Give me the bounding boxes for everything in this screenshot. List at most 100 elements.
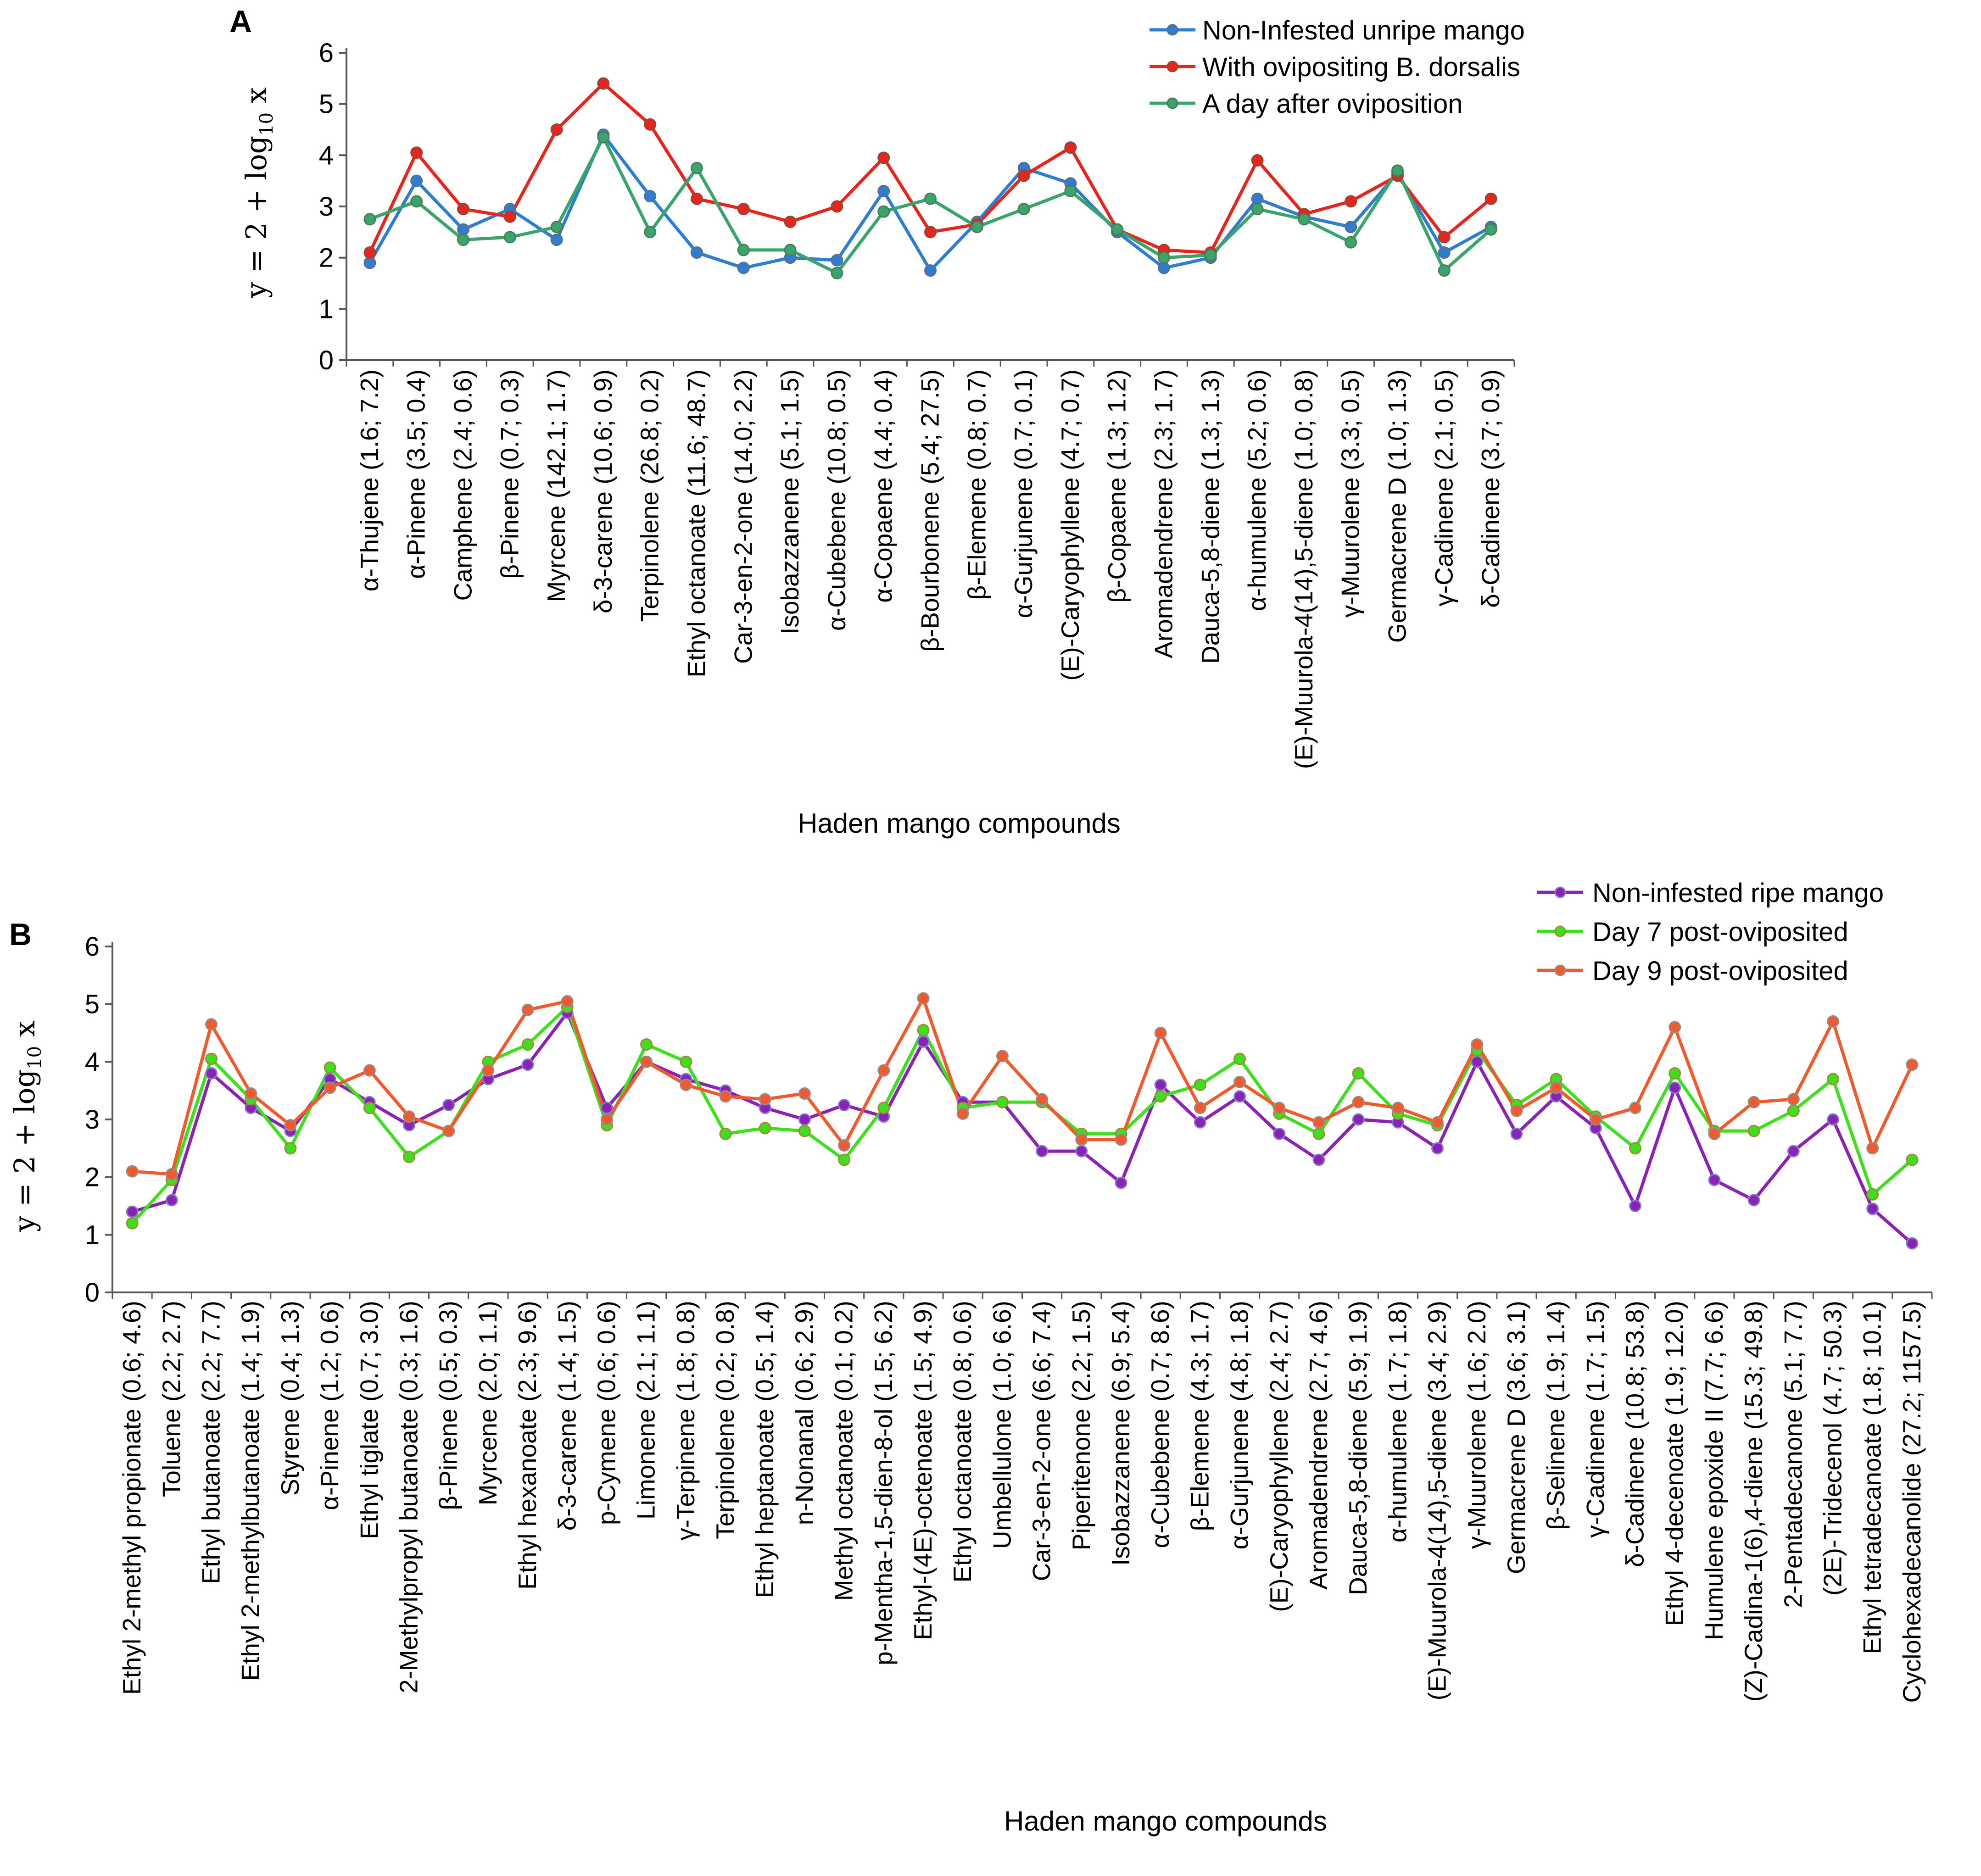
panel-b-x-tick-label: δ-Cadinene (10.8; 53.8) — [1621, 1301, 1649, 1567]
panel-a-x-tick-label: α-Thujene (1.6; 7.2) — [355, 369, 384, 591]
panel-a-x-tick-label: γ-Cadinene (2.1; 0.5) — [1429, 369, 1458, 607]
panel-b-x-tick-label: p-Mentha-1,5-dien-8-ol (1.5; 6.2) — [869, 1301, 898, 1665]
panel-b-series-0-point — [1708, 1174, 1721, 1186]
panel-a-series — [363, 77, 1497, 279]
panel-b-x-tick-label: (Z)-Cadina-1(6),4-diene (15.3; 49.8) — [1739, 1301, 1768, 1702]
panel-b-y-tick-label: 1 — [85, 1220, 100, 1250]
panel-a-series-2-point — [1064, 185, 1077, 197]
panel-b-series-2-point — [680, 1079, 692, 1091]
panel-a-series-1-point — [1438, 231, 1451, 244]
panel-a-x-tick-label: α-humulene (5.2; 0.6) — [1243, 369, 1271, 611]
panel-a-y-axis-label-prefix: y = 2 + log — [240, 136, 273, 299]
panel-b-series-0-point — [1431, 1142, 1444, 1155]
legend-marker-day-after — [1166, 97, 1178, 109]
panel-a-series-2-point — [1251, 203, 1264, 216]
panel-a-series-2-point — [1298, 213, 1311, 226]
panel-a-series-2-point — [1158, 251, 1170, 264]
panel-b-series-1-point — [1787, 1104, 1800, 1117]
panel-b-y-axis-label: y = 2 + log10 x — [8, 1021, 45, 1232]
legend-marker-non-infested-unripe — [1166, 24, 1178, 36]
panel-b-series-0-point — [1273, 1127, 1286, 1140]
panel-a-series-2-point — [1204, 249, 1217, 262]
panel-b-series-0-point — [205, 1067, 218, 1080]
panel-b-series-2-point — [640, 1055, 653, 1068]
panel-b-y-tick-label: 4 — [85, 1047, 100, 1077]
panel-b-series-2-line — [132, 996, 1914, 1176]
panel-a-x-tick-label: α-Copaene (4.4; 0.4) — [869, 369, 898, 603]
panel-a-series-0-point — [877, 185, 890, 197]
panel-a-y-tick-label: 6 — [319, 38, 334, 68]
panel-a-y-tick-label: 1 — [319, 294, 334, 324]
panel-a-x-tick-label: Dauca-5,8-diene (1.3; 1.3) — [1196, 369, 1224, 664]
panel-b-series-2-point — [1550, 1081, 1562, 1094]
panel-b-x-tick-label: Isobazzanene (6.9; 5.4) — [1106, 1301, 1135, 1566]
panel-a-series-0-point — [1158, 262, 1170, 274]
panel-b-series-1-point — [1154, 1090, 1167, 1103]
panel-a: A y = 2 + log10 x Haden mango compounds … — [229, 4, 1525, 839]
panel-b-axes: 0 1 2 3 4 5 6 Ethyl 2-methyl propionate (0.6; 4… — [85, 932, 1933, 1703]
panel-b-x-tick-label: p-Cymene (0.6; 0.6) — [592, 1301, 620, 1525]
panel-b-series-0-point — [917, 1035, 930, 1048]
legend-item-day-7: Day 7 post-oviposited — [1537, 917, 1848, 947]
panel-a-series-1-point — [737, 203, 750, 216]
panel-a-series-2-point — [597, 131, 610, 144]
panel-b-series-0-point — [1154, 1079, 1167, 1091]
panel-a-x-tick-label: α-Cubebene (10.8; 0.5) — [822, 369, 851, 631]
panel-a-x-tick-label: Camphene (2.4; 0.6) — [449, 369, 477, 601]
panel-a-series-0-point — [1251, 192, 1264, 205]
panel-b-series-0-point — [798, 1113, 811, 1126]
panel-a-x-tick-label: β-Bourbonene (5.4; 27.5) — [916, 369, 944, 652]
panel-b-y-axis-label-suffix: x — [8, 1021, 41, 1046]
panel-b-series-0-line — [132, 1011, 1914, 1245]
panel-b-series-2-point — [1352, 1096, 1365, 1108]
panel-b-x-tick-label: Ethyl butanoate (2.2; 7.7) — [196, 1301, 225, 1584]
panel-b-series-1-point — [1194, 1079, 1206, 1091]
panel-a-y-tick-label: 0 — [319, 345, 334, 375]
panel-b-series-2-point — [1075, 1133, 1088, 1146]
panel-b-x-tick-label: γ-Terpinene (1.8; 0.8) — [671, 1301, 700, 1541]
panel-b-x-tick-label: α-Cubebene (0.7; 8.6) — [1146, 1301, 1174, 1548]
panel-a-series-2-point — [1484, 223, 1497, 236]
panel-b-series-0-point — [126, 1205, 139, 1218]
panel-b-x-tick-label: β-Elemene (4.3; 1.7) — [1185, 1301, 1214, 1531]
panel-b-series-1-point — [284, 1142, 297, 1155]
panel-b-x-tick-label: Myrcene (2.0; 1.1) — [474, 1301, 502, 1505]
panel-a-series-0-point — [550, 234, 563, 246]
panel-a-x-tick-label: δ-Cadinene (3.7; 0.9) — [1476, 369, 1505, 608]
legend-label-ovipositing: With ovipositing B. dorsalis — [1202, 52, 1520, 82]
panel-b-x-axis-title: Haden mango compounds — [1004, 1806, 1327, 1837]
panel-b-series-0-point — [1233, 1090, 1246, 1103]
panel-a-x-tick-label: β-Elemene (0.8; 0.7) — [962, 369, 991, 600]
panel-b-x-tick-label: β-Pinene (0.5; 0.3) — [434, 1301, 463, 1510]
panel-a-x-tick-label: δ-3-carene (10.6; 0.9) — [589, 369, 617, 613]
panel-a-series-1-point — [1251, 154, 1264, 167]
panel-b-x-tick-label: α-Gurjunene (4.8; 1.8) — [1225, 1301, 1254, 1549]
panel-b-x-tick-label: α-humulene (1.7; 1.8) — [1383, 1301, 1412, 1542]
panel-b-x-tick-label: Toluene (2.2; 2.7) — [157, 1301, 185, 1497]
panel-a-x-tick-label: Isobazzanene (5.1; 1.5) — [776, 369, 804, 635]
panel-b-x-tick-label: Limonene (2.1; 1.1) — [632, 1301, 660, 1520]
panel-b-x-tick-label: δ-3-carene (1.4; 1.5) — [552, 1301, 581, 1531]
panel-b-series-2-point — [1312, 1116, 1325, 1129]
panel-b-series-0-point — [1471, 1055, 1484, 1068]
panel-b-series-0-point — [442, 1099, 455, 1112]
panel-a-series-0-point — [410, 174, 423, 187]
panel-b-series-1-point — [126, 1217, 139, 1230]
panel-a-x-tick-label: β-Pinene (0.7; 0.3) — [495, 369, 524, 579]
panel-a-series-0-point — [691, 246, 703, 259]
panel-a-series-1-point — [1345, 195, 1357, 208]
legend-marker-non-infested-ripe — [1554, 886, 1566, 898]
panel-b-x-tick-label: Piperitenone (2.2; 1.5) — [1067, 1301, 1095, 1550]
panel-b-x-tick-label: Germacrene D (3.6; 3.1) — [1502, 1301, 1530, 1574]
panel-b-series-2-point — [1154, 1027, 1167, 1039]
panel-a-series-2-point — [877, 205, 890, 218]
panel-a-series-1-point — [924, 226, 937, 239]
panel-a-x-tick-label: γ-Muurolene (3.3; 0.5) — [1336, 369, 1365, 618]
panel-b-series-0-point — [1787, 1145, 1800, 1158]
panel-a-series-1-point — [363, 246, 376, 259]
panel-b-x-tick-label: Car-3-en-2-one (6.6; 7.4) — [1027, 1301, 1056, 1581]
panel-a-series-0-point — [644, 190, 657, 203]
legend-label-day-7: Day 7 post-oviposited — [1592, 917, 1848, 947]
panel-b-series-1-point — [1866, 1188, 1879, 1201]
